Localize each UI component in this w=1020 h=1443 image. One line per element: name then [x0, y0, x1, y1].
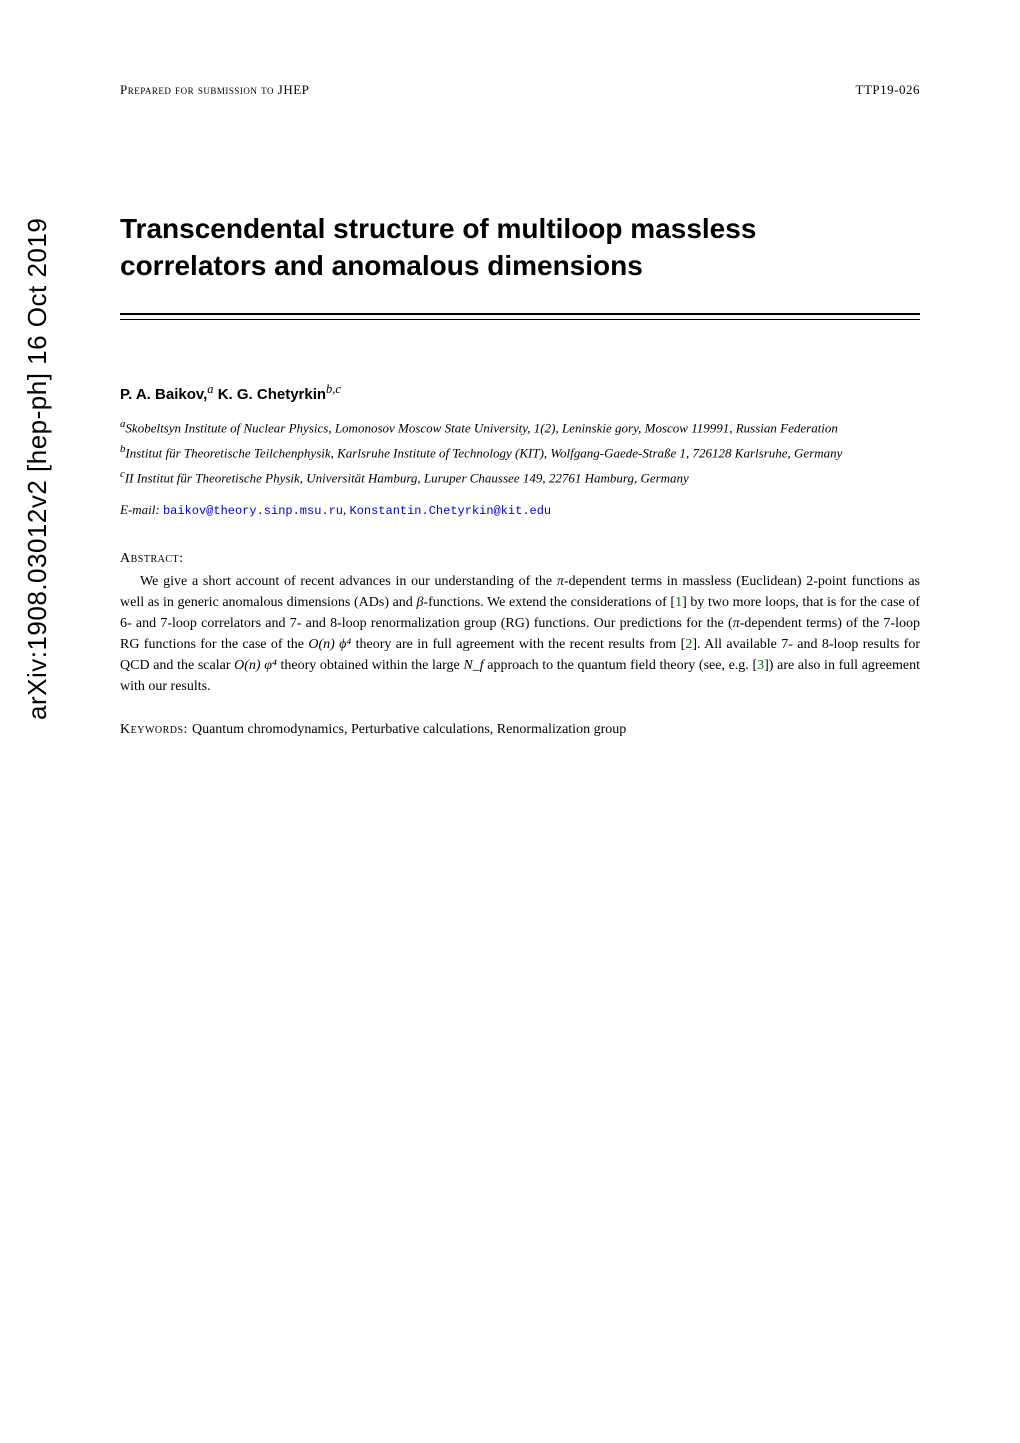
abstract-body: We give a short account of recent advanc… [120, 571, 920, 697]
phi4-symbol: ϕ⁴ [335, 637, 351, 652]
affiliation-a: aSkobeltsyn Institute of Nuclear Physics… [120, 417, 920, 438]
pi-symbol-2: π [733, 616, 740, 631]
keywords-line: Keywords: Quantum chromodynamics, Pertur… [120, 719, 920, 740]
email-link-1[interactable]: baikov@theory.sinp.msu.ru [163, 504, 343, 518]
On-symbol-2: O(n) [234, 658, 260, 673]
keywords-text: Quantum chromodynamics, Perturbative cal… [192, 722, 626, 737]
pi-symbol: π [557, 574, 564, 589]
abstract-paragraph: We give a short account of recent advanc… [120, 571, 920, 697]
abs-frag-1: We give a short account of recent advanc… [140, 574, 557, 589]
author-1: P. A. Baikov, [120, 386, 207, 403]
email-line: E-mail: baikov@theory.sinp.msu.ru, Konst… [120, 500, 920, 520]
report-number: TTP19-026 [856, 80, 920, 100]
author-1-affil-sup: a [207, 382, 213, 396]
affil-a-text: Skobeltsyn Institute of Nuclear Physics,… [125, 420, 838, 435]
abs-frag-3: -functions. We extend the considerations… [423, 595, 675, 610]
abs-frag-8: theory obtained within the large [277, 658, 464, 673]
arxiv-id-sidebar: arXiv:1908.03012v2 [hep-ph] 16 Oct 2019 [18, 218, 57, 720]
Nf-symbol: N_f [463, 658, 483, 673]
header-row: Prepared for submission to JHEP TTP19-02… [120, 80, 920, 100]
abstract-label: Abstract: [120, 548, 920, 569]
title-rule-top [120, 313, 920, 315]
author-2: K. G. Chetyrkin [218, 386, 326, 403]
prepared-for: Prepared for submission to JHEP [120, 80, 309, 100]
varphi4-symbol: φ⁴ [261, 658, 277, 673]
title-rule-bottom [120, 319, 920, 320]
abs-frag-9: approach to the quantum field theory (se… [484, 658, 758, 673]
affiliation-c: cII Institut für Theoretische Physik, Un… [120, 467, 920, 488]
abs-frag-6: theory are in full agreement with the re… [351, 637, 685, 652]
author-list: P. A. Baikov,a K. G. Chetyrkinb,c [120, 380, 920, 407]
page-content: Prepared for submission to JHEP TTP19-02… [120, 80, 920, 740]
title-line-1: Transcendental structure of multiloop ma… [120, 213, 756, 244]
affiliation-b: bInstitut für Theoretische Teilchenphysi… [120, 442, 920, 463]
email-label: E-mail: [120, 502, 163, 517]
affil-c-text: II Institut für Theoretische Physik, Uni… [125, 470, 689, 485]
ref-1[interactable]: 1 [675, 595, 682, 610]
author-2-affil-sup: b,c [326, 382, 341, 396]
affil-b-text: Institut für Theoretische Teilchenphysik… [125, 445, 842, 460]
title-line-2: correlators and anomalous dimensions [120, 250, 643, 281]
email-link-2[interactable]: Konstantin.Chetyrkin@kit.edu [350, 504, 552, 518]
keywords-label: Keywords: [120, 722, 192, 737]
paper-title: Transcendental structure of multiloop ma… [120, 210, 920, 286]
On-symbol: O(n) [308, 637, 334, 652]
